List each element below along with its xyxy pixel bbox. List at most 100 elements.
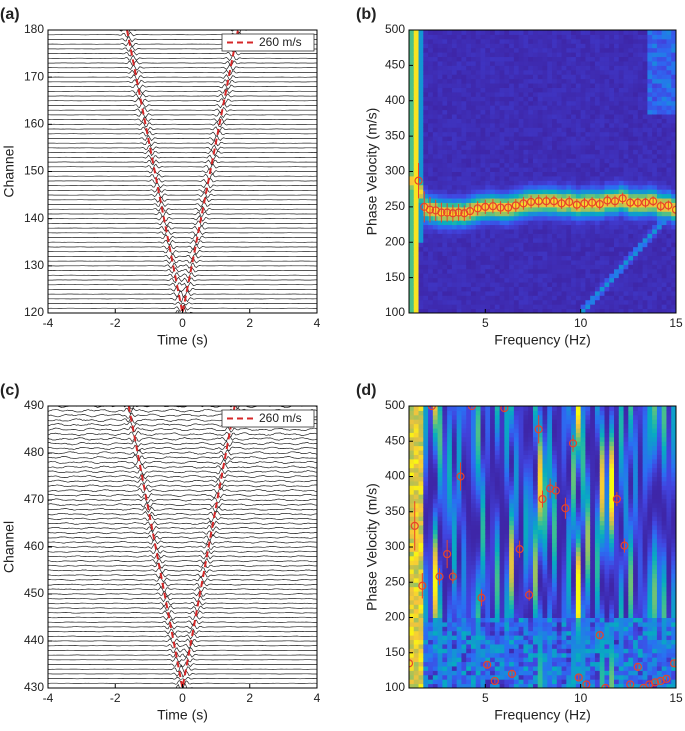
heatmap-cell [490, 60, 496, 66]
heatmap-cell [409, 467, 415, 473]
heatmap-cell [437, 228, 443, 234]
heatmap-cell [461, 38, 467, 44]
heatmap-cell [652, 286, 658, 292]
heatmap-cell [647, 105, 653, 111]
heatmap-cell [599, 198, 605, 203]
heatmap-cell [614, 91, 620, 97]
heatmap-cell [575, 43, 582, 49]
heatmap-cell [504, 162, 510, 168]
heatmap-cell [451, 273, 458, 279]
heatmap-cell [456, 60, 462, 66]
point [443, 208, 452, 217]
heatmap-cell [432, 273, 439, 279]
heatmap-cell [518, 38, 524, 44]
heatmap-cell [618, 171, 625, 177]
heatmap-cell [437, 136, 443, 142]
heatmap-cell [618, 149, 625, 155]
heatmap-cell [609, 206, 615, 212]
heatmap-cell [480, 670, 486, 676]
heatmap-cell [571, 52, 577, 58]
heatmap-cell [666, 184, 672, 190]
heatmap-cell [437, 621, 443, 627]
heatmap-cell [556, 87, 563, 93]
heatmap-cell [575, 180, 582, 186]
trace [48, 501, 317, 509]
heatmap-cell [590, 69, 596, 75]
heatmap-cell [561, 74, 567, 80]
heatmap-cell [437, 529, 443, 535]
heatmap-cell [661, 136, 667, 142]
heatmap-cell [413, 582, 420, 588]
heatmap-cell [623, 228, 629, 234]
heatmap-cell [561, 286, 567, 292]
heatmap-cell [418, 118, 424, 124]
heatmap-cell [561, 180, 567, 186]
heatmap-cell [609, 136, 615, 142]
heatmap-cell [537, 251, 543, 257]
heatmap-cell [656, 144, 663, 150]
heatmap-cell [456, 524, 462, 530]
heatmap-cell [647, 290, 653, 296]
heatmap-cell [480, 74, 486, 80]
heatmap-cell [432, 679, 439, 685]
heatmap-cell [623, 136, 629, 142]
heatmap-cell [628, 175, 634, 181]
heatmap-cell [480, 47, 486, 53]
heatmap-cell [418, 149, 424, 155]
heatmap-cell [480, 511, 486, 517]
heatmap-cell [475, 282, 482, 287]
heatmap-cell [566, 91, 572, 97]
heatmap-cell [618, 69, 625, 75]
heatmap-cell [661, 96, 667, 102]
heatmap-cell [442, 215, 448, 221]
heatmap-cell [413, 445, 420, 451]
heatmap-cell [618, 140, 625, 146]
heatmap-cell [423, 122, 429, 128]
heatmap-cell [547, 149, 553, 155]
heatmap-cell [456, 661, 462, 667]
trace [48, 586, 317, 594]
heatmap-cell [437, 533, 443, 539]
heatmap-cell [442, 498, 448, 504]
heatmap-cell [585, 78, 591, 84]
heatmap-cell [480, 652, 486, 658]
heatmap-cell [580, 251, 586, 257]
heatmap-cell [671, 206, 676, 212]
heatmap-cell [428, 436, 434, 442]
heatmap-cell [556, 304, 563, 310]
heatmap-cell [523, 175, 529, 181]
heatmap-cell [547, 228, 553, 234]
heatmap-cell [432, 617, 439, 623]
heatmap-cell [552, 228, 558, 234]
heatmap-cell [485, 674, 491, 680]
heatmap-cell [647, 47, 653, 53]
heatmap-cell [509, 105, 515, 111]
heatmap-cell [437, 180, 443, 186]
heatmap-cell [604, 140, 610, 146]
heatmap-cell [480, 136, 486, 142]
heatmap-cell [451, 547, 458, 552]
heatmap-cell [623, 65, 629, 71]
heatmap-cell [542, 158, 548, 164]
point [549, 197, 559, 206]
heatmap-cell [523, 308, 529, 313]
heatmap-cell [642, 149, 648, 155]
heatmap-cell [447, 206, 453, 212]
heatmap-cell [528, 224, 534, 230]
heatmap-cell [494, 109, 501, 115]
heatmap-cell [409, 432, 415, 438]
heatmap-cell [599, 69, 605, 75]
heatmap-cell [652, 175, 658, 181]
heatmap-cell [656, 273, 663, 279]
heatmap-cell [652, 158, 658, 164]
heatmap-cell [590, 52, 596, 58]
heatmap-cell [647, 30, 653, 35]
heatmap-cell [666, 220, 672, 226]
heatmap-cell [518, 162, 524, 168]
heatmap-cell [451, 251, 458, 257]
heatmap-cell [442, 118, 448, 124]
y-tick-label: 130 [24, 258, 44, 272]
heatmap-cell [490, 608, 496, 614]
heatmap-cell [566, 180, 572, 186]
heatmap-cell [432, 406, 439, 411]
